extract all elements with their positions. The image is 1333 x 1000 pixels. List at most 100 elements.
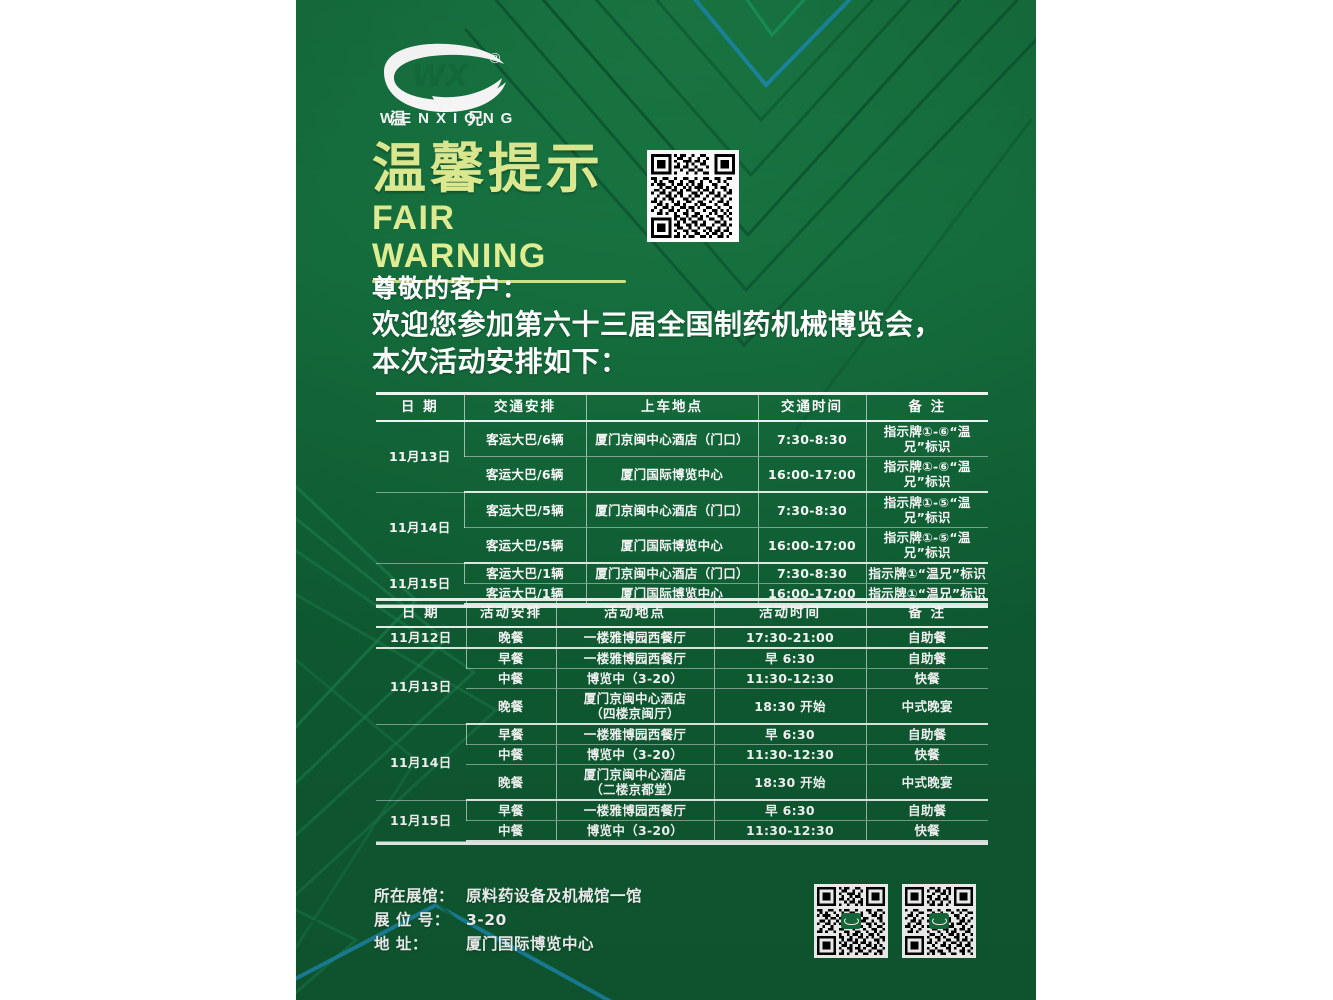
row-time: 7:30-8:30: [757, 421, 866, 457]
row-place: 厦门京闽中心酒店（门口）: [585, 421, 758, 457]
row-place: 厦门京闽中心酒店 （四楼京闽厅）: [555, 688, 714, 725]
table-row: 客运大巴/6辆 厦门国际博览中心 16:00-17:00 指示牌①-⑥“温兄”标识: [376, 456, 988, 493]
row-time: 16:00-17:00: [757, 456, 866, 493]
footer-info: 所在展馆： 原料药设备及机械馆一馆 展 位 号： 3-20 地 址： 厦门国际博览中心: [374, 884, 642, 956]
row-date: 11月15日: [376, 800, 466, 842]
table-bottom-rule: [376, 842, 988, 845]
row-place: 厦门国际博览中心: [585, 527, 758, 564]
row-place: 一楼雅博园西餐厅: [555, 627, 714, 649]
transport-header-1: 交通安排: [463, 395, 586, 422]
row-place: 博览中（3-20）: [555, 820, 714, 842]
qr-code-wechat-1[interactable]: [814, 884, 888, 958]
row-place: 厦门京闽中心酒店 （二楼京都堂）: [555, 764, 714, 801]
row-note: 中式晚宴: [865, 764, 988, 801]
row-arrangement: 晚餐: [466, 764, 556, 801]
title-underline: [372, 280, 626, 283]
footer-row: 展 位 号： 3-20: [374, 908, 642, 932]
row-date: 11月12日: [376, 627, 466, 649]
row-place: 博览中（3-20）: [555, 744, 714, 765]
table-header-row: 日 期交通安排 上车地点 交通时间备 注: [376, 395, 988, 422]
row-note: 指示牌①-⑤“温兄”标识: [865, 527, 988, 564]
row-note: 自助餐: [865, 648, 988, 669]
row-time: 16:00-17:00: [757, 527, 866, 564]
table-row: 晚餐 厦门京闽中心酒店 （四楼京闽厅） 18:30 开始 中式晚宴: [376, 688, 988, 725]
footer-label: 所在展馆：: [374, 887, 455, 905]
table-row: 中餐 博览中（3-20） 11:30-12:30 快餐: [376, 744, 988, 765]
row-arrangement: 客运大巴/5辆: [464, 527, 586, 564]
footer-value: 3-20: [466, 911, 507, 929]
row-time: 早 6:30: [713, 648, 866, 669]
row-time: 早 6:30: [713, 724, 866, 745]
transport-header-4: 备 注: [865, 395, 988, 422]
table-row: 11月13日 早餐 一楼雅博园西餐厅早 6:30 自助餐: [376, 648, 988, 725]
activity-header-4: 备 注: [865, 601, 988, 628]
row-time: 7:30-8:30: [757, 563, 866, 584]
footer-qr-codes: [814, 884, 976, 958]
row-date: 11月13日: [376, 648, 466, 725]
row-note: 快餐: [865, 744, 988, 765]
row-arrangement: 早餐: [465, 724, 556, 745]
activity-schedule-table: 日 期活动安排 活动地点 活动时间备 注 11月12日 晚餐 一楼雅博园西餐厅 17:30…: [376, 598, 988, 845]
row-note: 指示牌①-⑥“温兄”标识: [865, 456, 988, 493]
row-place: 厦门国际博览中心: [585, 456, 758, 493]
row-arrangement: 客运大巴/6辆: [464, 456, 586, 493]
qr-code-title[interactable]: [647, 150, 739, 242]
table-row: 晚餐 厦门京闽中心酒店 （二楼京都堂） 18:30 开始 中式晚宴: [376, 764, 988, 801]
table-row: 中餐 博览中（3-20） 11:30-12:30 快餐: [376, 820, 988, 842]
row-arrangement: 中餐: [466, 744, 556, 765]
footer-value: 原料药设备及机械馆一馆: [466, 887, 643, 905]
row-time: 18:30 开始: [713, 764, 866, 801]
row-time: 17:30-21:00: [713, 627, 866, 649]
table-row: 中餐 博览中（3-20） 11:30-12:30 快餐: [376, 668, 988, 689]
table-row: 11月14日 早餐 一楼雅博园西餐厅早 6:30 自助餐: [376, 724, 988, 801]
row-arrangement: 早餐: [465, 648, 556, 669]
row-note: 快餐: [865, 668, 988, 689]
row-place: 博览中（3-20）: [555, 668, 714, 689]
greeting-line-1: 尊敬的客户：: [372, 274, 529, 303]
row-note: 指示牌①-⑥“温兄”标识: [865, 421, 988, 457]
row-arrangement: 客运大巴/1辆: [463, 563, 586, 584]
row-note: 自助餐: [865, 800, 988, 821]
row-note: 指示牌①-⑤“温兄”标识: [865, 492, 988, 528]
transport-header-3: 交通时间: [757, 395, 866, 422]
footer-value: 厦门国际博览中心: [466, 935, 595, 953]
footer-row: 所在展馆： 原料药设备及机械馆一馆: [374, 884, 642, 908]
row-time: 11:30-12:30: [713, 668, 866, 689]
footer-label: 展 位 号：: [374, 911, 450, 929]
poster: WX ® 温 兄 WENXIONG 温馨提示 FAIR WARNING: [296, 0, 1036, 1000]
row-time: 7:30-8:30: [757, 492, 866, 528]
qr-code-wechat-2[interactable]: [902, 884, 976, 958]
row-place: 厦门京闽中心酒店（门口）: [585, 492, 758, 528]
logo-mark-text: WX: [412, 59, 470, 94]
row-arrangement: 早餐: [465, 800, 556, 821]
activity-header-0: 日 期: [376, 601, 466, 628]
table-row: 客运大巴/5辆 厦门国际博览中心 16:00-17:00 指示牌①-⑤“温兄”标识: [376, 527, 988, 564]
row-date: 11月14日: [376, 492, 464, 564]
title-block: 温馨提示 FAIR WARNING: [372, 140, 632, 283]
table-row: 11月12日 晚餐 一楼雅博园西餐厅 17:30-21:00 自助餐: [376, 627, 988, 649]
row-note: 中式晚宴: [865, 688, 988, 725]
transport-schedule-table: 日 期交通安排 上车地点 交通时间备 注 11月13日 客运大巴/6辆 厦门京闽中心酒店…: [376, 392, 988, 608]
row-place: 一楼雅博园西餐厅: [555, 724, 714, 745]
greeting-line-2: 欢迎您参加第六十三届全国制药机械博览会，: [372, 308, 943, 341]
greeting-line-3: 本次活动安排如下：: [372, 345, 629, 378]
transport-header-0: 日 期: [376, 395, 464, 422]
qr-center-logo-icon: [929, 913, 949, 929]
row-arrangement: 客运大巴/6辆: [463, 421, 586, 457]
table-row: 11月15日 早餐 一楼雅博园西餐厅早 6:30 自助餐: [376, 800, 988, 842]
page-title-en: FAIR WARNING: [372, 199, 547, 275]
activity-header-2: 活动地点: [555, 601, 714, 628]
table-top-rule: [376, 598, 988, 601]
row-time: 11:30-12:30: [713, 820, 866, 842]
row-note: 指示牌①“温兄”标识: [865, 563, 988, 584]
logo-name-cn: 温 兄: [389, 109, 512, 128]
table-row: 11月15日 客运大巴/1辆 厦门京闽中心酒店（门口） 7:30-8:30 指示牌①“温…: [376, 563, 988, 605]
row-note: 快餐: [865, 820, 988, 842]
row-arrangement: 中餐: [466, 668, 556, 689]
row-place: 厦门京闽中心酒店（门口）: [585, 563, 758, 584]
row-time: 18:30 开始: [713, 688, 866, 725]
row-date: 11月13日: [376, 421, 464, 493]
page-title-cn: 温馨提示: [372, 137, 604, 200]
table-row: 11月14日 客运大巴/5辆 厦门京闽中心酒店（门口） 7:30-8:30 指示牌①-⑤…: [376, 492, 988, 564]
